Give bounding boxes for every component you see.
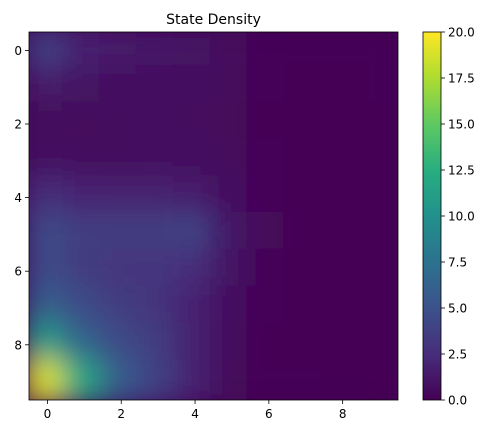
plot-frame [28,31,399,401]
x-tick-label: 6 [265,407,273,421]
heatmap-cells [29,32,398,400]
colorbar-tick-label: 0.0 [448,394,467,408]
colorbar [422,31,442,401]
y-tick-label: 0 [14,44,22,58]
colorbar-tick-label: 10.0 [448,210,475,224]
x-tick-label: 2 [117,407,125,421]
colorbar-tick-label: 12.5 [448,164,475,178]
x-tick-label: 0 [44,407,52,421]
y-axis: 0 2 4 6 8 [14,44,29,352]
colorbar-tick-label: 5.0 [448,302,467,316]
chart-title: State Density [166,12,261,28]
colorbar-axis: 0.0 2.5 5.0 7.5 10.0 12.5 15.0 17.5 20.0 [441,26,475,408]
colorbar-tick-label: 17.5 [448,72,475,86]
x-tick-label: 4 [191,407,199,421]
y-tick-label: 8 [14,338,22,352]
colorbar-tick-label: 20.0 [448,26,475,40]
y-tick-label: 4 [14,191,22,205]
plot-area [29,32,398,400]
colorbar-tick-label: 2.5 [448,348,467,362]
heatmap-cell [357,359,398,400]
x-tick-label: 8 [339,407,347,421]
y-tick-label: 2 [14,118,22,132]
colorbar-tick-label: 15.0 [448,118,475,132]
x-axis: 0 2 4 6 8 [44,400,347,421]
y-tick-label: 6 [14,265,22,279]
colorbar-tick-label: 7.5 [448,256,467,270]
